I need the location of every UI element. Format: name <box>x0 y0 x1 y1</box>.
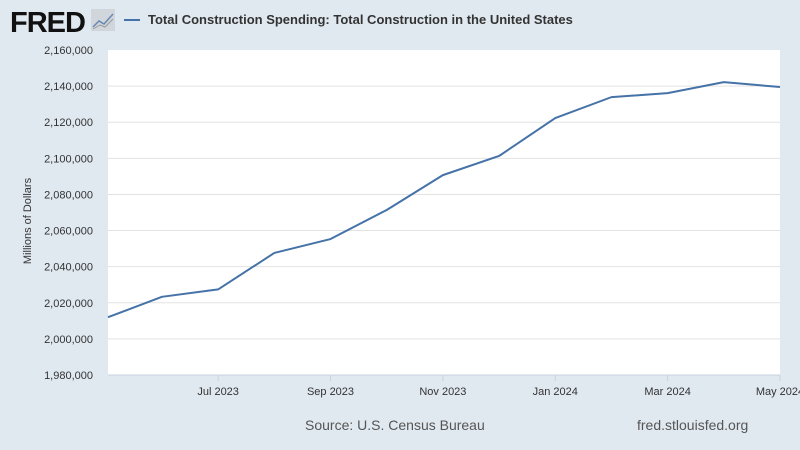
x-tick-label: Jul 2023 <box>197 386 239 398</box>
fred-logo[interactable]: FRED <box>10 7 86 39</box>
x-tick-label: May 2024 <box>756 386 800 398</box>
x-tick-label: Nov 2023 <box>419 386 466 398</box>
x-tick-label: Sep 2023 <box>307 386 354 398</box>
y-tick-label: 2,040,000 <box>44 262 93 274</box>
y-tick-label: 2,060,000 <box>44 226 93 238</box>
chart-logo-icon <box>91 9 115 31</box>
y-tick-label: 2,140,000 <box>44 81 93 93</box>
plot-area <box>108 50 780 375</box>
source-text: Source: U.S. Census Bureau <box>305 417 485 433</box>
y-tick-label: 2,160,000 <box>44 45 93 57</box>
y-tick-label: 2,100,000 <box>44 153 93 165</box>
legend-label: Total Construction Spending: Total Const… <box>148 12 573 27</box>
legend-swatch <box>124 18 140 21</box>
x-tick-label: Jan 2024 <box>533 386 578 398</box>
y-tick-label: 1,980,000 <box>44 370 93 382</box>
y-tick-label: 2,120,000 <box>44 117 93 129</box>
site-link[interactable]: fred.stlouisfed.org <box>637 417 749 433</box>
x-tick-label: Mar 2024 <box>644 386 690 398</box>
y-tick-label: 2,080,000 <box>44 189 93 201</box>
y-tick-label: 2,020,000 <box>44 298 93 310</box>
y-tick-label: 2,000,000 <box>44 334 93 346</box>
legend: Total Construction Spending: Total Const… <box>124 12 573 27</box>
